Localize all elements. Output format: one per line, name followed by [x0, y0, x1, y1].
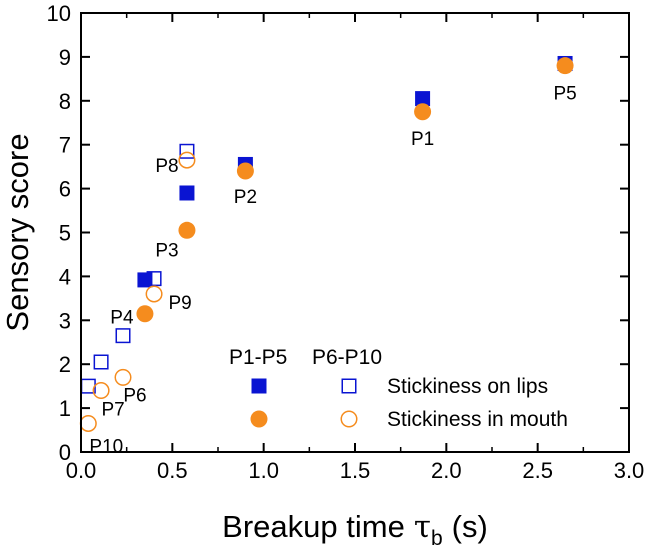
y-tick-label: 9	[59, 45, 71, 70]
marker-square-open-p6	[115, 328, 131, 344]
x-tick-label: 2.0	[431, 458, 462, 483]
point-label-p5: P5	[553, 84, 576, 105]
legend-marker-circle-open	[340, 410, 358, 428]
y-tick-label: 5	[59, 221, 71, 246]
marker-circle-filled-p1	[414, 103, 432, 121]
axis-tick-labels: 0.0 0.5 1.0 1.5 2.0 2.5 3.0 0 1 2 3 4 5 6 7 8 9 10	[47, 1, 645, 483]
x-axis-title-unit: (s)	[452, 509, 488, 544]
y-tick-label: 6	[59, 177, 71, 202]
marker-square-filled-p4	[137, 272, 153, 288]
y-tick-label: 3	[59, 308, 71, 333]
marker-circle-open-p8	[178, 151, 196, 169]
plot-frame	[80, 12, 630, 453]
marker-circle-filled-p3	[178, 221, 196, 239]
marker-square-filled-p1	[415, 91, 431, 107]
x-axis-title: Breakup time τb (s)	[222, 509, 488, 550]
legend-marker-circle-filled	[250, 410, 268, 428]
point-label-p7: P7	[101, 400, 124, 421]
point-label-p4: P4	[110, 308, 134, 329]
point-label-p9: P9	[168, 293, 191, 314]
marker-square-open-p9	[146, 271, 162, 287]
x-tick-label: 0.0	[66, 458, 97, 483]
x-axis-title-symbol: τ	[414, 509, 431, 545]
legend-header-p1-p5: P1-P5	[229, 346, 287, 369]
data-markers	[79, 55, 574, 432]
x-axis-title-text: Breakup time	[222, 509, 405, 544]
point-label-p3: P3	[155, 240, 178, 261]
marker-circle-open-p9	[145, 285, 163, 303]
marker-circle-filled-p2	[236, 162, 254, 180]
y-tick-label: 4	[59, 264, 71, 289]
marker-circle-open-p6	[114, 368, 132, 386]
y-tick-label: 1	[59, 396, 71, 421]
marker-circle-open-p7	[92, 382, 110, 400]
y-tick-label: 0	[59, 440, 71, 465]
x-tick-label: 0.5	[157, 458, 188, 483]
marker-square-open-p7	[93, 354, 109, 370]
x-axis-title-subscript: b	[431, 527, 443, 550]
legend-marker-square-filled	[251, 378, 267, 394]
y-tick-label: 10	[47, 1, 71, 26]
y-tick-label: 2	[59, 352, 71, 377]
legend-header-p6-p10: P6-P10	[312, 346, 382, 369]
marker-square-open-p8	[179, 143, 195, 159]
point-label-p8: P8	[155, 156, 178, 177]
legend-marker-square-open	[341, 378, 357, 394]
y-tick-label: 7	[59, 133, 71, 158]
x-tick-label: 2.5	[522, 458, 553, 483]
point-label-p6: P6	[123, 385, 146, 406]
y-axis-title: Sensory score	[0, 133, 35, 331]
marker-circle-open-p10	[79, 414, 97, 432]
marker-circle-filled-p4	[136, 305, 154, 323]
point-label-p2: P2	[234, 187, 257, 208]
point-label-p1: P1	[411, 129, 434, 150]
marker-square-filled-p3	[179, 185, 195, 201]
marker-circle-filled-p5	[556, 57, 574, 75]
legend-label-mouth: Stickiness in mouth	[387, 408, 568, 431]
y-tick-label: 8	[59, 89, 71, 114]
x-tick-label: 1.0	[248, 458, 279, 483]
point-label-p10: P10	[89, 436, 123, 457]
legend-label-lips: Stickiness on lips	[387, 375, 548, 398]
x-tick-label: 3.0	[614, 458, 645, 483]
x-tick-label: 1.5	[340, 458, 371, 483]
